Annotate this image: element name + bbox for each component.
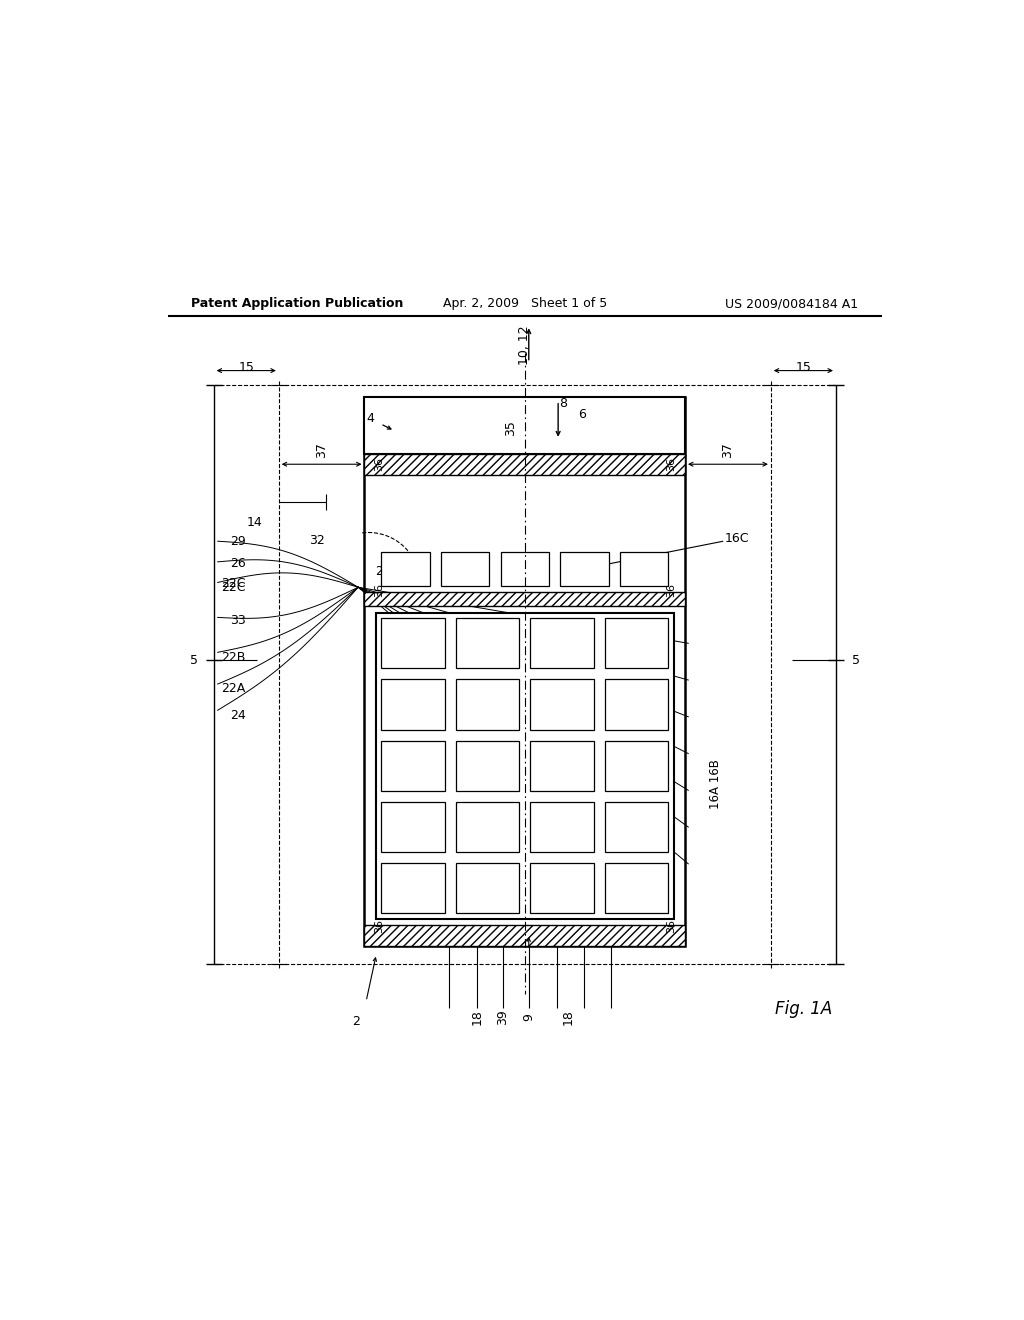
Text: US 2009/0084184 A1: US 2009/0084184 A1 [725, 297, 858, 310]
Bar [381, 863, 444, 913]
Bar [501, 552, 549, 586]
Bar [381, 741, 444, 791]
Text: 36: 36 [666, 582, 676, 597]
Text: 34: 34 [450, 554, 465, 568]
Text: 18: 18 [562, 1010, 574, 1026]
Text: 8: 8 [559, 396, 567, 409]
Text: 24: 24 [229, 709, 246, 722]
Text: 37: 37 [722, 442, 734, 458]
Bar [605, 618, 669, 668]
Text: 9: 9 [522, 1014, 536, 1022]
Bar [605, 803, 669, 853]
Bar [381, 552, 430, 586]
Text: 32: 32 [309, 533, 325, 546]
Text: 36: 36 [374, 582, 384, 597]
Bar [456, 803, 519, 853]
Text: 14: 14 [247, 516, 263, 529]
Text: 10, 12: 10, 12 [518, 325, 531, 366]
Bar [605, 863, 669, 913]
Bar [365, 397, 685, 946]
Bar [530, 680, 594, 730]
Bar [530, 741, 594, 791]
Text: 18: 18 [471, 1010, 483, 1026]
Bar [605, 680, 669, 730]
Bar [560, 552, 608, 586]
Text: 26: 26 [229, 557, 246, 570]
Text: 36: 36 [666, 919, 676, 933]
Text: 5: 5 [852, 653, 860, 667]
Text: 36: 36 [374, 457, 384, 471]
Text: 22E: 22E [384, 763, 397, 785]
Text: 29: 29 [229, 535, 246, 548]
Bar [530, 618, 594, 668]
Bar [530, 803, 594, 853]
Bar [530, 863, 594, 913]
Text: 37: 37 [315, 442, 328, 458]
Text: 35: 35 [504, 421, 517, 437]
Bar [381, 618, 444, 668]
Bar [376, 612, 674, 919]
Text: 36: 36 [374, 919, 384, 933]
Text: Patent Application Publication: Patent Application Publication [191, 297, 403, 310]
Bar [456, 863, 519, 913]
Text: Fig. 1A: Fig. 1A [775, 1001, 833, 1019]
Text: 33: 33 [229, 614, 246, 627]
Text: 5: 5 [189, 653, 198, 667]
Text: 36: 36 [666, 457, 676, 471]
Text: 39: 39 [496, 1010, 509, 1026]
Text: 22C: 22C [221, 581, 246, 594]
Text: 22C: 22C [221, 577, 246, 590]
Bar [365, 397, 685, 454]
Text: 22A: 22A [221, 682, 246, 696]
Text: Apr. 2, 2009   Sheet 1 of 5: Apr. 2, 2009 Sheet 1 of 5 [442, 297, 607, 310]
Bar [381, 803, 444, 853]
Bar [365, 925, 685, 946]
Text: 15: 15 [239, 360, 254, 374]
Text: 2: 2 [352, 1015, 360, 1028]
Bar [381, 680, 444, 730]
Bar [365, 454, 685, 475]
Text: 16A 16B: 16A 16B [709, 759, 722, 809]
Bar [456, 618, 519, 668]
Text: 22B: 22B [221, 651, 246, 664]
Text: 6: 6 [578, 408, 586, 421]
Bar [456, 680, 519, 730]
Text: 4: 4 [367, 412, 374, 425]
Bar [456, 741, 519, 791]
Bar [365, 591, 685, 606]
Text: 15: 15 [796, 360, 811, 374]
Text: 22D: 22D [376, 565, 399, 578]
Bar [605, 741, 669, 791]
Bar [620, 552, 669, 586]
Text: 16C: 16C [725, 532, 750, 545]
Bar [441, 552, 489, 586]
